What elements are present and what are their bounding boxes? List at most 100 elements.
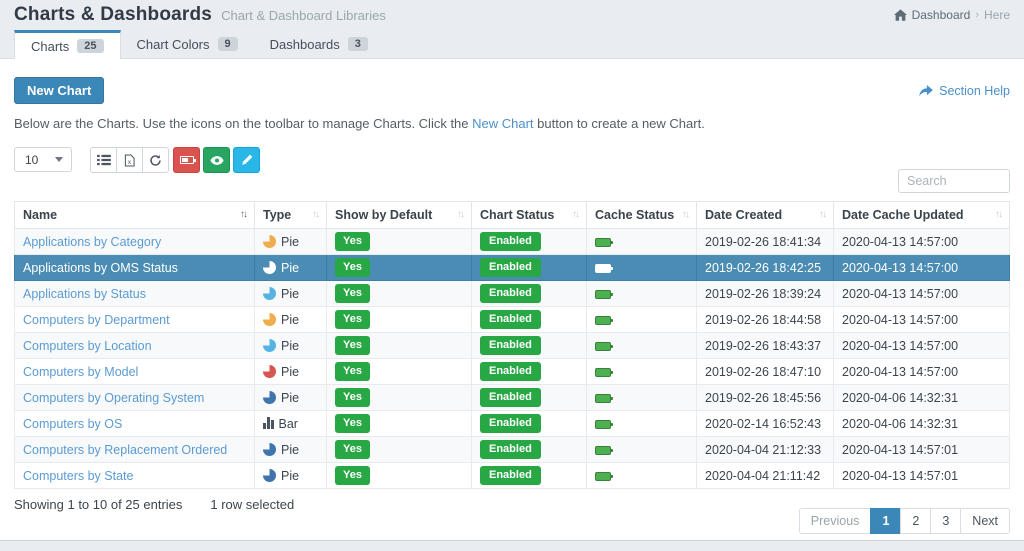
tab-bar: Charts 25 Chart Colors 9 Dashboards 3 — [0, 30, 1024, 59]
column-header-label: Date Cache Updated — [842, 208, 964, 222]
date-created-cell: 2019-02-26 18:45:56 — [696, 384, 834, 411]
table-toolbar: 10 x — [14, 147, 1010, 193]
date-created-cell: 2019-02-26 18:47:10 — [696, 358, 834, 385]
chart-status-cell: Enabled — [471, 228, 587, 255]
date-created-cell: 2019-02-26 18:42:25 — [696, 254, 834, 281]
pagination-page-3[interactable]: 3 — [930, 508, 962, 534]
show-by-default-badge: Yes — [335, 310, 370, 329]
name-cell: Computers by Location — [14, 332, 255, 359]
chart-status-cell: Enabled — [471, 332, 587, 359]
pie-chart-icon — [263, 338, 276, 352]
chart-status-cell: Enabled — [471, 254, 587, 281]
new-chart-button[interactable]: New Chart — [14, 77, 105, 104]
table-footer: Showing 1 to 10 of 25 entries 1 row sele… — [14, 495, 1010, 534]
chart-status-badge: Enabled — [480, 336, 541, 355]
table-row[interactable]: Computers by Location Pie Yes Enabled 20… — [14, 332, 1010, 359]
pagination-previous[interactable]: Previous — [798, 508, 872, 534]
refresh-button[interactable] — [142, 147, 169, 173]
chart-name-link[interactable]: Computers by Location — [23, 338, 152, 353]
breadcrumb-separator: › — [975, 9, 979, 21]
table-header-row: ↑↓ Name ↑↓ Type ↑↓ Show by Default ↑↓ Chart Sta… — [14, 201, 1010, 229]
edit-button[interactable] — [233, 147, 260, 173]
export-button[interactable]: x — [116, 147, 143, 173]
tab-dashboards[interactable]: Dashboards 3 — [254, 30, 384, 58]
pagination-next[interactable]: Next — [960, 508, 1010, 534]
chart-name-link[interactable]: Computers by State — [23, 468, 134, 483]
show-by-default-badge: Yes — [335, 336, 370, 355]
section-help-link[interactable]: Section Help — [919, 84, 1010, 98]
chart-name-link[interactable]: Computers by Replacement Ordered — [23, 442, 228, 457]
table-row[interactable]: Computers by Department Pie Yes Enabled … — [14, 306, 1010, 333]
battery-icon — [595, 263, 613, 273]
battery-icon — [595, 471, 613, 481]
chart-name-link[interactable]: Applications by OMS Status — [23, 260, 178, 275]
date-cache-updated-cell: 2020-04-13 14:57:00 — [833, 306, 1010, 333]
search-input[interactable] — [898, 169, 1010, 193]
tab-charts-label: Charts — [31, 38, 70, 54]
tab-dashboards-count-badge: 3 — [347, 37, 368, 51]
chart-name-link[interactable]: Computers by Model — [23, 364, 139, 379]
list-view-button[interactable] — [90, 147, 117, 173]
table-row[interactable]: Applications by Status Pie Yes Enabled 2… — [14, 280, 1010, 307]
chart-status-cell: Enabled — [471, 436, 587, 463]
table-row[interactable]: Computers by OS Bar Yes Enabled 2020-02-… — [14, 410, 1010, 437]
column-header-date-cache-updated[interactable]: ↑↓ Date Cache Updated — [833, 201, 1010, 229]
show-by-default-cell: Yes — [326, 358, 472, 385]
name-cell: Computers by OS — [14, 410, 255, 437]
table-row[interactable]: Applications by Category Pie Yes Enabled… — [14, 228, 1010, 255]
list-icon — [96, 154, 111, 166]
pagination-page-2[interactable]: 2 — [900, 508, 932, 534]
column-header-cache-status[interactable]: ↑↓ Cache Status — [586, 201, 697, 229]
table-row[interactable]: Computers by Replacement Ordered Pie Yes… — [14, 436, 1010, 463]
table-row[interactable]: Computers by State Pie Yes Enabled 2020-… — [14, 462, 1010, 489]
intro-new-chart-link[interactable]: New Chart — [472, 116, 534, 131]
type-cell: Pie — [254, 332, 327, 359]
chart-name-link[interactable]: Computers by Department — [23, 312, 170, 327]
column-header-type[interactable]: ↑↓ Type — [254, 201, 327, 229]
share-arrow-icon — [919, 84, 933, 97]
column-header-chart-status[interactable]: ↑↓ Chart Status — [471, 201, 587, 229]
type-cell: Pie — [254, 358, 327, 385]
table-body: Applications by Category Pie Yes Enabled… — [14, 228, 1010, 489]
name-cell: Computers by Operating System — [14, 384, 255, 411]
chart-name-link[interactable]: Applications by Category — [23, 234, 162, 249]
visibility-button[interactable] — [203, 147, 230, 173]
chart-name-link[interactable]: Applications by Status — [23, 286, 146, 301]
show-by-default-badge: Yes — [335, 388, 370, 407]
pagination-page-1[interactable]: 1 — [870, 508, 902, 534]
name-cell: Computers by Department — [14, 306, 255, 333]
chart-type-label: Pie — [281, 468, 300, 483]
chart-type-label: Bar — [278, 416, 298, 431]
intro-before: Below are the Charts. Use the icons on t… — [14, 116, 473, 131]
content-panel: New Chart Section Help Below are the Cha… — [0, 59, 1024, 541]
battery-icon — [595, 237, 613, 247]
column-header-label: Type — [263, 208, 292, 222]
type-cell: Pie — [254, 228, 327, 255]
column-header-date-created[interactable]: ↑↓ Date Created — [696, 201, 834, 229]
pie-chart-icon — [263, 364, 276, 378]
column-header-show-by-default[interactable]: ↑↓ Show by Default — [326, 201, 472, 229]
table-row[interactable]: Applications by OMS Status Pie Yes Enabl… — [14, 254, 1010, 281]
table-row[interactable]: Computers by Operating System Pie Yes En… — [14, 384, 1010, 411]
page-length-select[interactable]: 10 — [14, 147, 72, 172]
column-header-name[interactable]: ↑↓ Name — [14, 201, 255, 229]
date-cache-updated-cell: 2020-04-13 14:57:00 — [833, 254, 1010, 281]
type-cell: Pie — [254, 254, 327, 281]
breadcrumb-dashboard-link[interactable]: Dashboard — [911, 8, 971, 22]
sort-icon: ↑↓ — [995, 209, 1003, 220]
tab-charts[interactable]: Charts 25 — [14, 30, 121, 59]
cache-status-cell — [586, 332, 697, 359]
chart-status-cell: Enabled — [471, 384, 587, 411]
column-header-label: Cache Status — [595, 208, 675, 222]
battery-icon — [179, 156, 196, 164]
cache-button[interactable] — [173, 147, 200, 173]
tab-chart-colors-count-badge: 9 — [217, 37, 238, 51]
chart-name-link[interactable]: Computers by OS — [23, 416, 123, 431]
table-row[interactable]: Computers by Model Pie Yes Enabled 2019-… — [14, 358, 1010, 385]
name-cell: Computers by Model — [14, 358, 255, 385]
show-by-default-badge: Yes — [335, 466, 370, 485]
tab-chart-colors[interactable]: Chart Colors 9 — [121, 30, 254, 58]
chart-name-link[interactable]: Computers by Operating System — [23, 390, 205, 405]
cache-status-cell — [586, 280, 697, 307]
date-cache-updated-cell: 2020-04-06 14:32:31 — [833, 410, 1010, 437]
